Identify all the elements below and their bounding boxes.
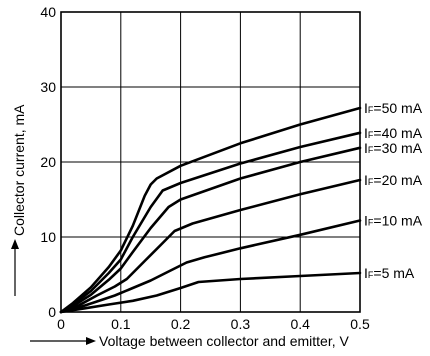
series-label-main: I (364, 213, 368, 229)
y-tick-label: 10 (40, 229, 56, 245)
series-lines (59, 106, 362, 314)
series-label-rest: =30 mA (373, 140, 422, 156)
series-label-sub: F (368, 145, 374, 155)
series-line-4 (59, 219, 362, 314)
series-label-rest: =40 mA (373, 125, 422, 141)
y-axis-arrow-icon (11, 239, 19, 249)
x-tick-label: 0.3 (231, 316, 251, 332)
series-label-sub: F (368, 130, 374, 140)
x-tick-label: 0.5 (350, 316, 370, 332)
series-label-main: I (364, 125, 368, 141)
x-tick-label: 0.4 (290, 316, 310, 332)
series-label-rest: =10 mA (373, 213, 422, 229)
series-label-main: I (364, 265, 368, 281)
series-line-1 (59, 131, 362, 314)
y-tick-label: 30 (40, 79, 56, 95)
series-line-5 (59, 271, 362, 314)
x-axis-label: Voltage between collector and emitter, V (99, 333, 349, 349)
x-axis-arrow-icon (86, 337, 96, 345)
series-line-3 (59, 178, 362, 314)
series-label-sub: F (368, 270, 374, 280)
x-tick-label: 0.1 (111, 316, 131, 332)
series-label-main: I (364, 140, 368, 156)
grid (61, 12, 360, 312)
series-label-sub: F (368, 105, 374, 115)
series-label-4: IF=10 mA (364, 213, 423, 229)
series-label-sub: F (368, 218, 374, 228)
series-label-rest: =50 mA (373, 100, 422, 116)
x-tick-label: 0 (57, 316, 65, 332)
series-label-rest: =20 mA (373, 172, 422, 188)
y-tick-label: 20 (40, 154, 56, 170)
y-tick-labels: 0 10 20 30 40 (40, 4, 56, 320)
x-tick-labels: 0 0.1 0.2 0.3 0.4 0.5 (57, 316, 370, 332)
series-label-3: IF=20 mA (364, 172, 423, 188)
series-label-5: IF=5 mA (364, 265, 415, 281)
x-tick-label: 0.2 (171, 316, 191, 332)
y-tick-label: 0 (48, 304, 56, 320)
series-label-main: I (364, 172, 368, 188)
series-line-0 (59, 106, 362, 314)
series-label-1: IF=40 mA (364, 125, 423, 141)
series-label-0: IF=50 mA (364, 100, 423, 116)
series-label-rest: =5 mA (373, 265, 415, 281)
x-axis-label-group: Voltage between collector and emitter, V (30, 333, 349, 349)
y-tick-label: 40 (40, 4, 56, 20)
series-line-2 (59, 146, 362, 314)
series-label-2: IF=30 mA (364, 140, 423, 156)
y-axis-label: Collector current, mA (11, 104, 27, 236)
plot-frame (60, 11, 361, 313)
y-axis-label-group: Collector current, mA (11, 104, 27, 296)
series-label-sub: F (368, 177, 374, 187)
series-label-main: I (364, 100, 368, 116)
